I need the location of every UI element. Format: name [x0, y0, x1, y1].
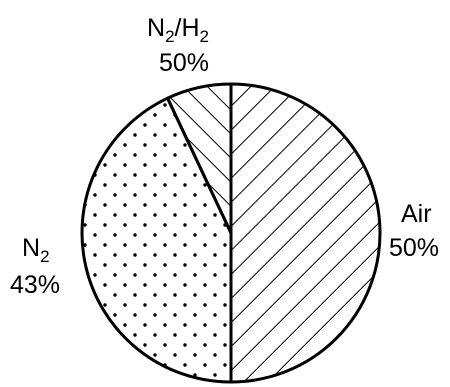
- slice-label-n2h2-value: 50%: [159, 49, 209, 77]
- slice-label-air-value: 50%: [389, 234, 439, 262]
- slice-label-n2-value: 43%: [10, 271, 60, 299]
- pie-slice-air: [229, 82, 382, 384]
- pie-slice-n2-h2: [166, 82, 233, 235]
- slice-label-n2h2-name: N2/H2: [147, 14, 209, 46]
- slice-label-n2-name: N2: [22, 234, 50, 266]
- slice-label-air-name: Air: [401, 200, 432, 228]
- pie-slice-n2: [80, 96, 233, 384]
